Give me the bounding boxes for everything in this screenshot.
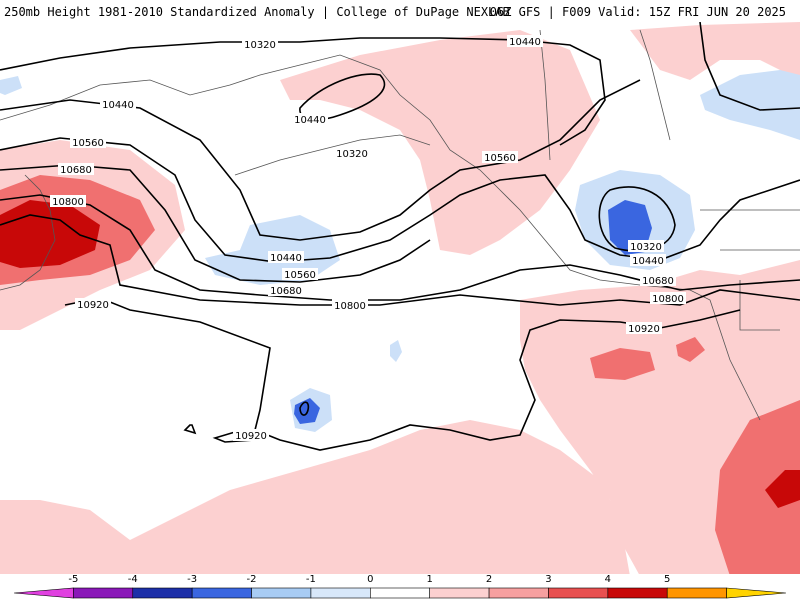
coastlines <box>0 29 800 421</box>
contour-label: 10920 <box>628 324 660 335</box>
colorbar-tick-label: -5 <box>68 574 79 585</box>
contour-label: 10440 <box>632 256 664 267</box>
model-valid-time: 06Z GFS | F009 Valid: 15Z FRI JUN 20 202… <box>489 5 786 19</box>
colorbar-segment <box>370 587 430 599</box>
colorbar: -5 -4 -3 -2 -1 0 1 2 3 4 5 <box>0 574 800 600</box>
colorbar-segment <box>310 587 371 599</box>
colorbar-tick-label: 3 <box>545 574 552 585</box>
contour-label: 10440 <box>294 115 326 126</box>
colorbar-tick-label: 4 <box>604 574 612 585</box>
colorbar-tick-label: 2 <box>485 574 493 585</box>
contour-label: 10920 <box>77 300 109 311</box>
colorbar-segment <box>73 587 134 599</box>
contour-label: 10440 <box>270 253 302 264</box>
colorbar-segment <box>666 587 727 599</box>
contour-label: 10320 <box>336 149 368 160</box>
contour-label: 10800 <box>334 301 366 312</box>
contour-label: 10680 <box>60 165 92 176</box>
colorbar-segment <box>191 587 252 599</box>
colorbar-segment <box>488 587 549 599</box>
contour-labels: 10320 10440 10440 10440 10560 10320 1056… <box>50 35 686 442</box>
colorbar-tick-label: -1 <box>305 574 316 585</box>
contour-label: 10560 <box>72 138 104 149</box>
contour-label: 10440 <box>102 100 134 111</box>
colorbar-segment <box>726 587 787 599</box>
contour-label: 10560 <box>284 270 316 281</box>
colorbar-tick-label: 5 <box>664 574 671 585</box>
colorbar-tick-label: 0 <box>367 574 374 585</box>
colorbar-segment <box>548 587 609 599</box>
colorbar-segment <box>13 587 74 599</box>
map-title: 250mb Height 1981-2010 Standardized Anom… <box>4 5 510 19</box>
colorbar-tick-label: -2 <box>246 574 257 585</box>
colorbar-segment <box>251 587 312 599</box>
anomaly-map: 10320 10440 10440 10440 10560 10320 1056… <box>0 21 800 576</box>
colorbar-segment <box>429 587 490 599</box>
contour-label: 10680 <box>270 286 302 297</box>
contour-label: 10320 <box>630 242 662 253</box>
contour-label: 10680 <box>642 276 674 287</box>
colorbar-segment <box>607 587 668 599</box>
contour-label: 10800 <box>652 294 684 305</box>
colorbar-tick-label: -3 <box>187 574 198 585</box>
contour-label: 10560 <box>484 153 516 164</box>
colorbar-tick-label: 1 <box>426 574 433 585</box>
contour-label: 10920 <box>235 431 267 442</box>
contour-label: 10440 <box>509 37 541 48</box>
map-header: 250mb Height 1981-2010 Standardized Anom… <box>0 0 800 22</box>
contour-label: 10800 <box>52 197 84 208</box>
colorbar-tick-label: -4 <box>127 574 138 585</box>
contour-label: 10320 <box>244 40 276 51</box>
colorbar-segment <box>132 587 193 599</box>
